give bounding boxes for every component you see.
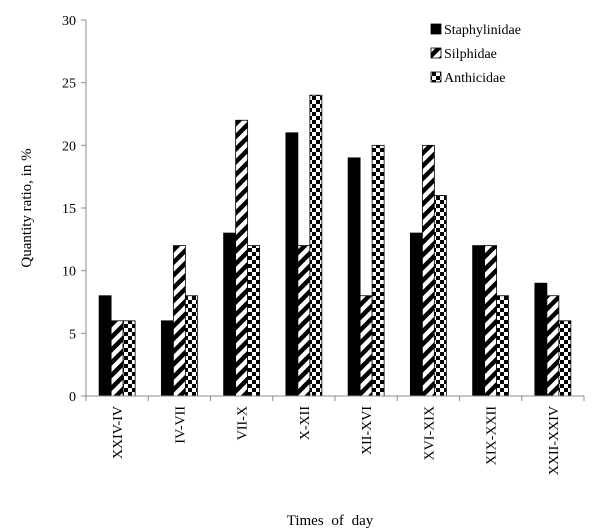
y-tick-label: 5 (69, 327, 76, 342)
bar-anthicidae-xxii-xxiv (558, 320, 572, 397)
bars-group (98, 94, 572, 397)
legend-label-silphidae: Silphidae (444, 47, 497, 62)
x-tick-label: X-XII (298, 406, 313, 441)
y-axis-title: Quantity ratio, in % (19, 148, 35, 267)
bar-staphylinidae-vii-x (223, 232, 237, 397)
bar-silphidae-xvi-xix (421, 144, 435, 397)
bar-silphidae-xix-xxii (484, 245, 498, 397)
bar-staphylinidae-xii-xvi (347, 157, 361, 397)
legend-label-staphylinidae: Staphylinidae (444, 23, 521, 38)
y-tick-label: 20 (62, 139, 76, 154)
bar-silphidae-xxiv-iv (110, 320, 124, 397)
bar-staphylinidae-iv-vii (160, 320, 174, 397)
x-tick-label: XII-XVI (360, 406, 375, 455)
y-tick-label: 25 (62, 77, 76, 92)
legend-label-anthicidae: Anthicidae (444, 71, 505, 86)
y-tick-label: 15 (62, 202, 76, 217)
x-axis-ticks: XXIV-IV IV-VII VII-X X-XII XII-XVI XVI-XIX XIX… (85, 396, 585, 475)
bar-anthicidae-xii-xvi (371, 144, 385, 397)
bar-staphylinidae-xxii-xxiv (534, 282, 548, 397)
legend-swatch-silphidae (430, 47, 442, 59)
x-tick-label: IV-VII (173, 406, 188, 444)
x-tick-label: XIX-XXII (485, 406, 500, 465)
x-tick-label: XVI-XIX (422, 406, 437, 460)
y-tick-label: 10 (62, 265, 76, 280)
bar-staphylinidae-x-xii (285, 132, 299, 397)
bar-anthicidae-xxiv-iv (122, 320, 136, 397)
bar-anthicidae-x-xii (309, 94, 323, 397)
x-axis-title: Times of day (287, 513, 374, 529)
bar-anthicidae-iv-vii (184, 295, 198, 397)
legend-swatch-anthicidae (430, 71, 442, 83)
x-tick-label: XXIV-IV (111, 406, 126, 459)
x-tick-label: XXII-XXIV (547, 406, 562, 475)
bar-silphidae-vii-x (235, 119, 249, 397)
y-tick-label: 30 (62, 14, 76, 29)
y-tick-label: 0 (69, 390, 76, 405)
bar-silphidae-x-xii (297, 245, 311, 397)
bar-staphylinidae-xxiv-iv (98, 295, 112, 397)
x-tick-label: VII-X (236, 406, 251, 440)
bar-anthicidae-xvi-xix (433, 195, 447, 397)
bar-staphylinidae-xix-xxii (472, 245, 486, 397)
bar-silphidae-xii-xvi (359, 295, 373, 397)
legend-swatch-staphylinidae (430, 23, 442, 35)
bar-anthicidae-xix-xxii (496, 295, 510, 397)
bar-staphylinidae-xvi-xix (409, 232, 423, 397)
y-axis-ticks: 0 5 10 15 20 25 30 (62, 14, 86, 405)
bar-anthicidae-vii-x (247, 245, 261, 397)
legend: Staphylinidae Silphidae Anthicidae (430, 23, 521, 86)
bar-silphidae-iv-vii (172, 245, 186, 397)
bar-silphidae-xxii-xxiv (546, 295, 560, 397)
